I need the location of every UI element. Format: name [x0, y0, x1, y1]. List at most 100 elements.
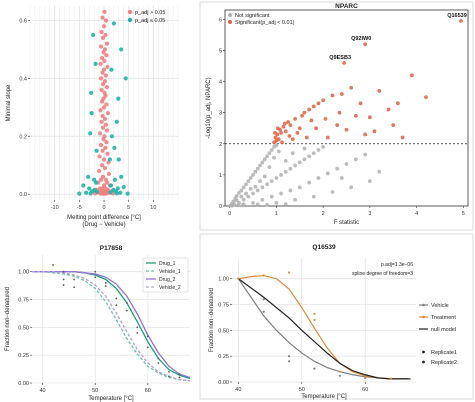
point-not-significant — [330, 190, 335, 194]
point-significant — [314, 126, 319, 131]
point-significant — [123, 76, 128, 81]
point-not-significant — [103, 191, 109, 196]
y-axis-label: Fraction non−denatured — [209, 288, 215, 352]
point-significant — [273, 130, 277, 135]
point-not-significant — [239, 188, 244, 193]
x-tick-label: 2 — [322, 211, 325, 217]
y-tick-label: 0.75 — [18, 298, 29, 304]
point-not-significant — [302, 146, 307, 151]
panel-top-right-frame — [199, 1, 474, 231]
point-not-significant — [274, 200, 279, 205]
x-axis-label: (Drug − Vehicle) — [82, 222, 125, 228]
measurement-point — [313, 318, 316, 322]
y-tick-label: 4 — [219, 80, 222, 86]
y-tick-label: 0.00 — [218, 380, 229, 386]
point-not-significant — [100, 70, 105, 75]
point-not-significant — [267, 151, 272, 156]
point-not-significant — [96, 168, 102, 174]
point-not-significant — [302, 157, 307, 162]
fitted-curve — [32, 271, 191, 382]
point-not-significant — [297, 185, 302, 190]
point-significant — [304, 135, 309, 140]
measurement-point — [136, 326, 139, 329]
panel-melting-point-scatter: -10 -5 0 5 10 0.0 0.2 0.4 0.6 Melting point diffe… — [6, 6, 179, 228]
point-not-significant — [283, 169, 288, 174]
point-not-significant — [274, 176, 279, 180]
point-not-significant — [99, 99, 105, 104]
point-not-significant — [101, 157, 107, 162]
measurement-point — [168, 370, 170, 373]
measurement-point — [262, 298, 265, 301]
point-not-significant — [251, 200, 255, 205]
x-tick-label: 3 — [368, 211, 371, 217]
point-not-significant — [269, 179, 274, 184]
protein-annotation: Q16539 — [447, 13, 467, 19]
point-not-significant — [290, 151, 295, 156]
point-not-significant — [103, 73, 109, 78]
legend-marker — [127, 9, 133, 15]
point-not-significant — [283, 158, 288, 163]
x-tick-label: 40 — [39, 388, 45, 394]
point-significant — [288, 123, 293, 128]
point-not-significant — [265, 154, 269, 159]
point-significant — [87, 186, 92, 191]
measurement-point — [146, 346, 149, 349]
point-not-significant — [104, 41, 110, 46]
point-not-significant — [98, 108, 103, 113]
point-significant — [295, 130, 300, 135]
point-significant — [119, 174, 124, 179]
x-tick-label: 0 — [228, 211, 231, 217]
point-not-significant — [297, 160, 302, 165]
point-significant — [307, 107, 312, 112]
legend-marker — [422, 303, 425, 307]
point-not-significant — [307, 180, 312, 185]
point-not-significant — [253, 184, 258, 189]
measurement-point — [168, 375, 170, 378]
point-significant — [88, 191, 93, 196]
point-not-significant — [100, 15, 105, 20]
x-axis-label: Temperature [°C] — [88, 396, 134, 402]
point-significant — [339, 92, 344, 96]
point-not-significant — [104, 128, 110, 133]
point-not-significant — [103, 122, 109, 127]
point-not-significant — [234, 194, 239, 198]
x-tick-label: 4 — [415, 211, 418, 217]
point-not-significant — [269, 194, 274, 199]
point-not-significant — [99, 29, 104, 35]
point-not-significant — [241, 185, 246, 190]
point-significant — [94, 189, 100, 194]
x-tick-label: 40 — [235, 387, 241, 393]
point-significant — [367, 115, 372, 120]
legend-marker — [127, 17, 133, 23]
spline-annotation: spline degree of freedom=3 — [352, 271, 413, 277]
point-significant — [321, 98, 326, 103]
y-axis-label: Fraction non−denatured — [5, 287, 11, 351]
y-tick-label: 0.75 — [218, 303, 229, 309]
point-not-significant — [103, 18, 109, 23]
point-significant — [121, 184, 126, 190]
point-significant — [344, 127, 349, 132]
measurement-point — [288, 360, 291, 363]
x-tick-label: 5 — [127, 205, 130, 211]
point-not-significant — [260, 185, 265, 190]
point-not-significant — [100, 113, 105, 119]
point-not-significant — [102, 166, 108, 171]
point-not-significant — [104, 102, 109, 107]
point-significant — [118, 190, 123, 195]
point-significant — [109, 67, 114, 72]
point-not-significant — [104, 84, 110, 90]
point-not-significant — [98, 61, 103, 67]
legend-marker — [422, 350, 425, 354]
point-not-significant — [97, 131, 103, 136]
point-not-significant — [349, 185, 354, 190]
point-significant — [459, 18, 463, 23]
point-not-significant — [241, 197, 246, 202]
point-not-significant — [100, 82, 106, 87]
y-tick-label: 6 — [219, 17, 222, 23]
x-tick-label: -10 — [51, 205, 59, 211]
measurement-point — [94, 270, 97, 273]
point-significant — [107, 157, 113, 162]
point-significant — [119, 47, 124, 52]
point-not-significant — [101, 50, 106, 55]
point-not-significant — [99, 87, 104, 93]
